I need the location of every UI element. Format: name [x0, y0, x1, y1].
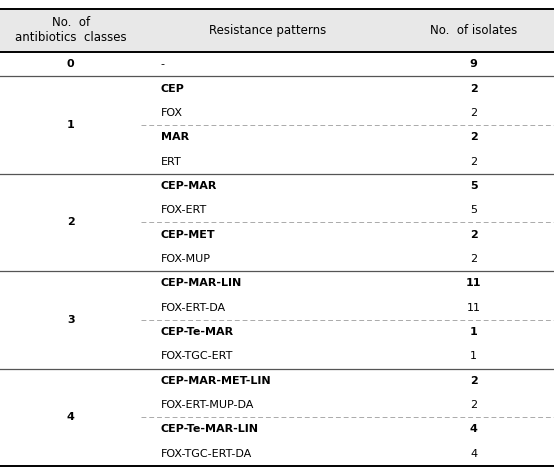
Bar: [0, 9, 554, 52]
Text: 2: 2: [470, 157, 477, 166]
Text: 2: 2: [470, 376, 478, 385]
Text: 1: 1: [67, 120, 74, 130]
Text: 11: 11: [466, 278, 481, 289]
Text: CEP-MAR: CEP-MAR: [161, 181, 217, 191]
Text: 5: 5: [470, 181, 478, 191]
Text: 2: 2: [470, 229, 478, 240]
Text: 5: 5: [470, 205, 477, 215]
Text: 11: 11: [466, 303, 481, 313]
Text: 2: 2: [470, 84, 478, 94]
Text: CEP: CEP: [161, 84, 184, 94]
Text: FOX-ERT: FOX-ERT: [161, 205, 207, 215]
Text: FOX-TGC-ERT: FOX-TGC-ERT: [161, 351, 233, 361]
Text: CEP-MET: CEP-MET: [161, 229, 216, 240]
Text: 2: 2: [67, 218, 74, 228]
Text: 2: 2: [470, 400, 477, 410]
Text: 2: 2: [470, 132, 478, 142]
Text: CEP-MAR-MET-LIN: CEP-MAR-MET-LIN: [161, 376, 271, 385]
Text: No.  of
antibiotics  classes: No. of antibiotics classes: [15, 16, 126, 44]
Text: 1: 1: [470, 327, 478, 337]
Text: 3: 3: [67, 315, 74, 325]
Text: 0: 0: [67, 59, 74, 69]
Text: FOX-ERT-DA: FOX-ERT-DA: [161, 303, 226, 313]
Text: FOX-ERT-MUP-DA: FOX-ERT-MUP-DA: [161, 400, 254, 410]
Text: No.  of isolates: No. of isolates: [430, 24, 517, 37]
Text: 1: 1: [470, 351, 477, 361]
Text: 4: 4: [66, 412, 75, 422]
Text: CEP-Te-MAR-LIN: CEP-Te-MAR-LIN: [161, 424, 259, 434]
Text: 4: 4: [470, 424, 478, 434]
Text: FOX: FOX: [161, 108, 183, 118]
Text: Resistance patterns: Resistance patterns: [209, 24, 326, 37]
Text: CEP-Te-MAR: CEP-Te-MAR: [161, 327, 234, 337]
Text: CEP-MAR-LIN: CEP-MAR-LIN: [161, 278, 242, 289]
Text: 9: 9: [470, 59, 478, 69]
Text: 2: 2: [470, 254, 477, 264]
Text: FOX-TGC-ERT-DA: FOX-TGC-ERT-DA: [161, 449, 252, 459]
Text: FOX-MUP: FOX-MUP: [161, 254, 211, 264]
Text: -: -: [161, 59, 165, 69]
Text: 4: 4: [470, 449, 477, 459]
Text: MAR: MAR: [161, 132, 189, 142]
Text: 2: 2: [470, 108, 477, 118]
Text: ERT: ERT: [161, 157, 181, 166]
